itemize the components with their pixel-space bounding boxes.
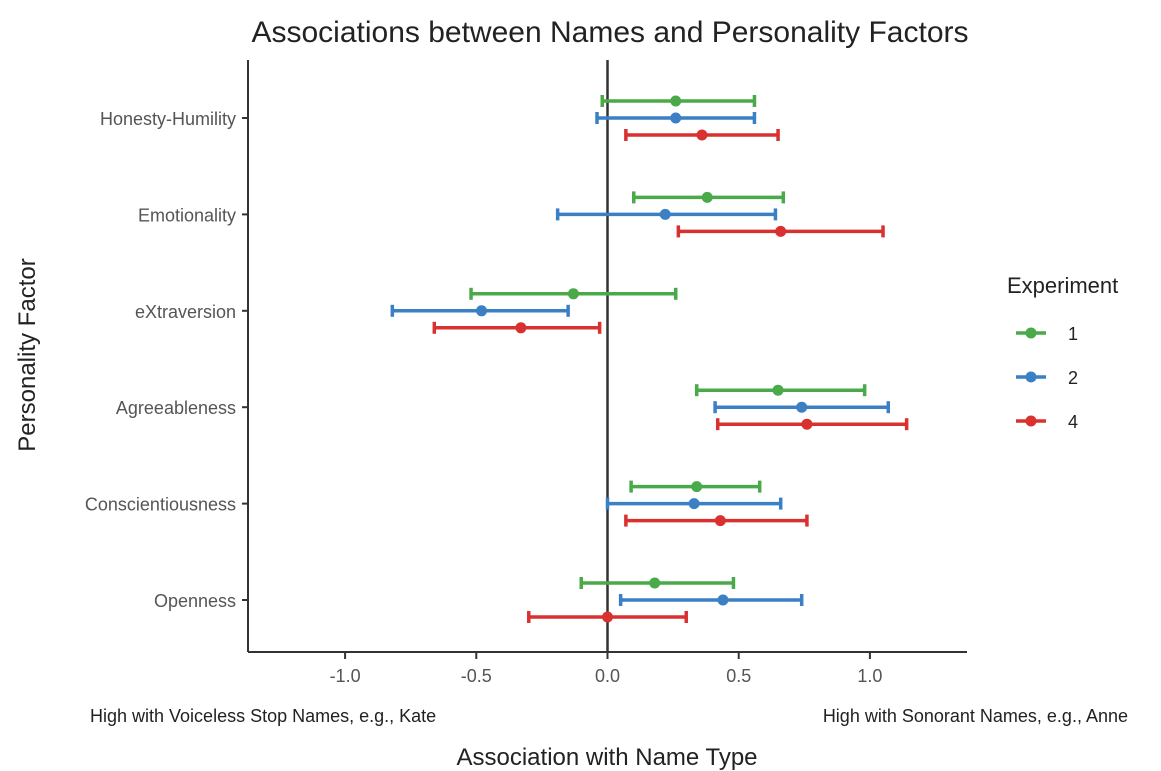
point-estimate: [670, 95, 682, 107]
point-estimate: [476, 305, 488, 317]
x-tick-label: 0.5: [726, 666, 751, 686]
y-ticks: Honesty-Humility Emotionality eXtraversion…: [85, 109, 248, 611]
y-tick-label: Conscientiousness: [85, 495, 236, 515]
point-estimate: [670, 112, 682, 124]
x-axis-label: Association with Name Type: [456, 744, 757, 771]
chart-marks: [390, 95, 909, 623]
x-tick-label: 0.0: [595, 666, 620, 686]
point-estimate: [696, 129, 708, 141]
point-estimate: [688, 498, 700, 510]
point-estimate: [714, 515, 726, 527]
y-tick-label: Openness: [154, 591, 236, 611]
y-axis-label: Personality Factor: [14, 258, 41, 451]
point-estimate: [701, 191, 713, 203]
legend-key-dot: [1025, 415, 1037, 427]
point-estimate: [717, 594, 729, 606]
point-estimate: [691, 481, 703, 493]
point-estimate: [801, 418, 813, 430]
legend-label: 2: [1068, 368, 1078, 388]
x-tick-label: -1.0: [330, 666, 361, 686]
legend: Experiment 1 2 4: [1007, 273, 1118, 432]
point-estimate: [659, 208, 671, 220]
y-tick-label: Emotionality: [138, 205, 236, 225]
legend-label: 1: [1068, 324, 1078, 344]
x-ticks: -1.0 -0.5 0.0 0.5 1.0: [330, 652, 882, 686]
legend-title: Experiment: [1007, 273, 1118, 298]
x-annotation-left: High with Voiceless Stop Names, e.g., Ka…: [90, 706, 436, 726]
chart-title: Associations between Names and Personali…: [251, 16, 968, 49]
x-tick-label: -0.5: [461, 666, 492, 686]
point-estimate: [602, 611, 613, 623]
y-tick-label: Agreeableness: [116, 398, 236, 418]
series-2: [390, 112, 891, 606]
legend-key-dot: [1025, 327, 1037, 339]
series-4: [432, 129, 909, 623]
point-estimate: [515, 322, 527, 334]
point-estimate: [649, 577, 661, 589]
x-tick-label: 1.0: [857, 666, 882, 686]
point-estimate: [775, 225, 787, 237]
y-tick-label: Honesty-Humility: [100, 109, 236, 129]
y-tick-label: eXtraversion: [135, 302, 236, 322]
legend-label: 4: [1068, 412, 1078, 432]
point-estimate: [772, 384, 784, 396]
point-estimate: [567, 288, 579, 300]
series-1: [469, 95, 867, 589]
legend-key-dot: [1025, 371, 1037, 383]
point-estimate: [796, 401, 808, 413]
x-annotation-right: High with Sonorant Names, e.g., Anne: [823, 706, 1128, 726]
